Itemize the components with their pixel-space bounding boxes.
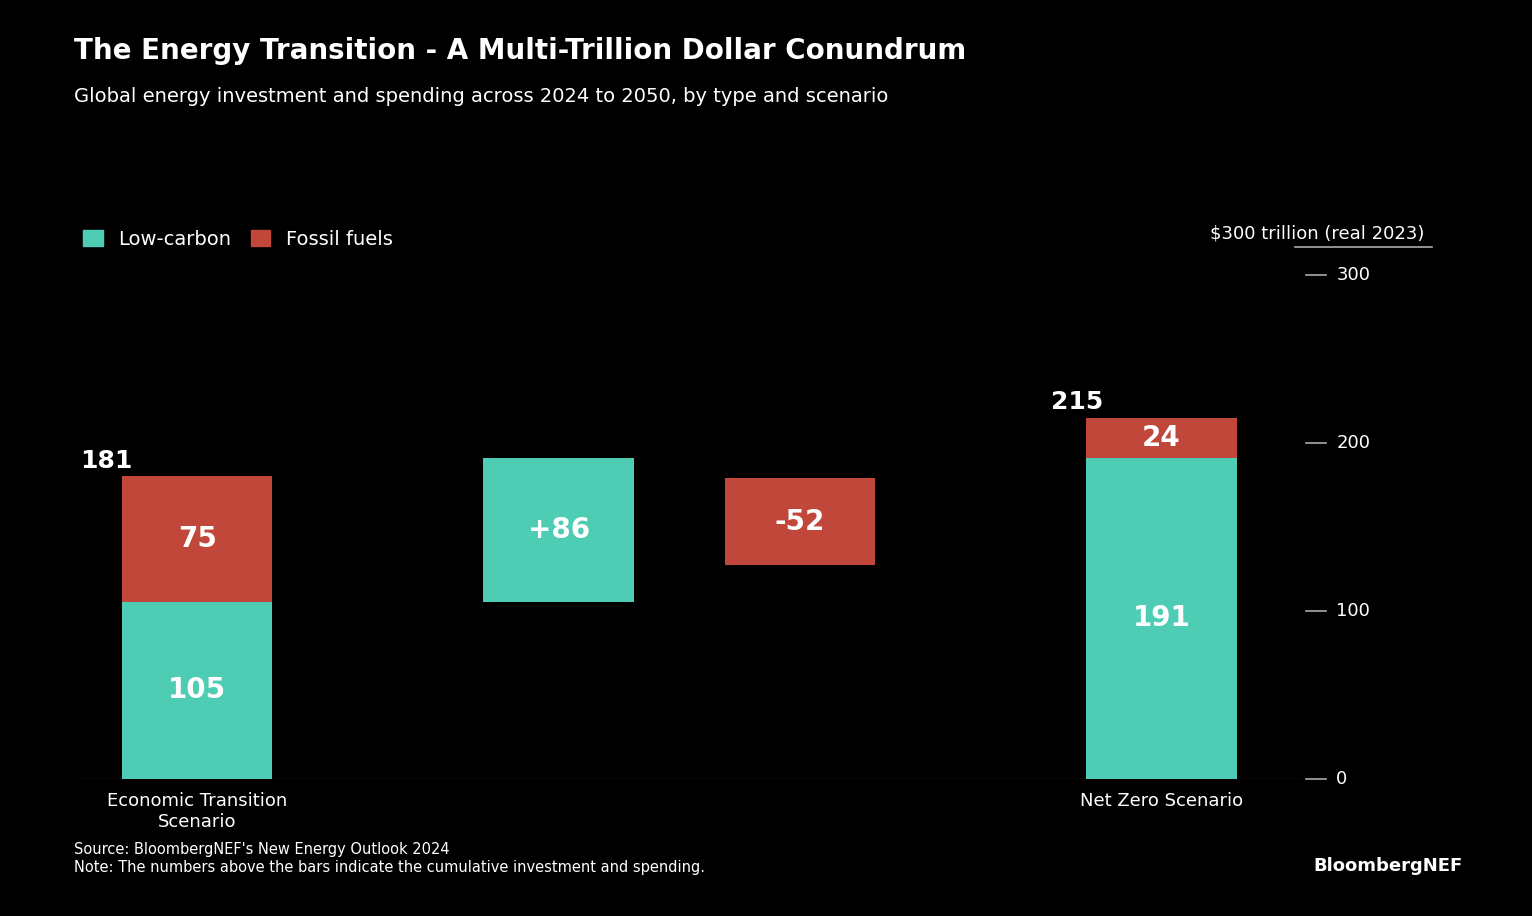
Text: 191: 191 <box>1132 605 1190 632</box>
Text: 24: 24 <box>1143 424 1181 452</box>
Text: Global energy investment and spending across 2024 to 2050, by type and scenario: Global energy investment and spending ac… <box>74 87 889 106</box>
Bar <box>725 478 875 565</box>
Text: +86: +86 <box>527 516 590 544</box>
Text: The Energy Transition - A Multi-Trillion Dollar Conundrum: The Energy Transition - A Multi-Trillion… <box>74 37 965 65</box>
Text: -52: -52 <box>775 507 826 536</box>
Text: 105: 105 <box>169 676 227 704</box>
Bar <box>123 603 273 779</box>
Bar <box>123 476 273 603</box>
Bar <box>1086 458 1236 779</box>
Legend: Low-carbon, Fossil fuels: Low-carbon, Fossil fuels <box>83 230 392 248</box>
Text: 200: 200 <box>1336 434 1370 452</box>
Text: $300 trillion (real 2023): $300 trillion (real 2023) <box>1210 224 1425 243</box>
Text: BloombergNEF: BloombergNEF <box>1314 856 1463 875</box>
Text: 300: 300 <box>1336 266 1370 284</box>
Bar <box>1086 418 1236 458</box>
Text: 181: 181 <box>81 449 133 473</box>
Text: 0: 0 <box>1336 769 1348 788</box>
Text: Net Zero Scenario: Net Zero Scenario <box>1080 792 1242 810</box>
Text: 215: 215 <box>1051 390 1103 414</box>
Text: Economic Transition
Scenario: Economic Transition Scenario <box>107 792 288 831</box>
Text: 100: 100 <box>1336 602 1370 619</box>
Bar <box>484 458 634 603</box>
Text: Source: BloombergNEF's New Energy Outlook 2024
Note: The numbers above the bars : Source: BloombergNEF's New Energy Outloo… <box>74 843 705 875</box>
Text: 75: 75 <box>178 525 216 553</box>
